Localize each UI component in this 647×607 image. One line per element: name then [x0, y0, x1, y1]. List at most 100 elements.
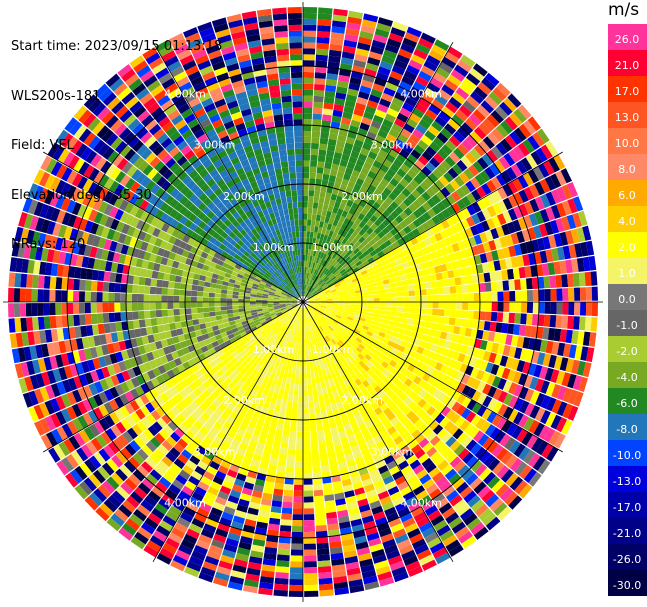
velocity-gate	[303, 7, 318, 14]
velocity-gate	[306, 366, 311, 373]
velocity-gate	[514, 279, 521, 290]
velocity-gate	[324, 96, 335, 104]
velocity-gate	[308, 401, 315, 408]
velocity-gate	[507, 323, 515, 335]
velocity-gate	[370, 179, 380, 188]
velocity-gate	[446, 216, 456, 227]
velocity-gate	[417, 205, 427, 215]
velocity-gate	[303, 431, 311, 438]
velocity-gate	[360, 256, 368, 264]
velocity-gate	[312, 237, 317, 245]
velocity-gate	[507, 208, 518, 221]
velocity-gate	[61, 290, 68, 302]
velocity-gate	[162, 316, 169, 325]
velocity-gate	[318, 394, 324, 401]
velocity-gate	[359, 85, 372, 95]
velocity-gate	[250, 304, 257, 308]
velocity-gate	[450, 69, 466, 82]
velocity-gate	[249, 302, 256, 305]
velocity-gate	[336, 221, 343, 229]
velocity-gate	[197, 307, 204, 314]
velocity-gate	[308, 279, 312, 286]
velocity-gate	[388, 32, 404, 43]
velocity-gate	[420, 32, 436, 44]
velocity-gate	[329, 244, 336, 251]
velocity-gate	[61, 303, 68, 315]
velocity-gate	[323, 102, 334, 110]
velocity-gate	[316, 424, 324, 431]
velocity-gate	[367, 246, 375, 254]
velocity-gate	[482, 136, 495, 149]
velocity-gate	[274, 482, 284, 490]
velocity-gate	[559, 260, 567, 274]
velocity-gate	[317, 155, 326, 163]
velocity-gate	[108, 312, 116, 323]
velocity-gate	[483, 272, 491, 283]
velocity-gate	[488, 240, 497, 251]
velocity-gate	[531, 277, 539, 289]
velocity-gate	[313, 282, 318, 289]
velocity-gate	[396, 153, 407, 164]
velocity-gate	[309, 273, 312, 280]
velocity-gate	[316, 286, 322, 291]
velocity-gate	[466, 204, 477, 216]
velocity-gate	[504, 134, 518, 149]
velocity-gate	[296, 360, 300, 367]
velocity-gate	[435, 323, 443, 331]
velocity-gate	[424, 176, 434, 187]
velocity-gate	[275, 429, 283, 436]
velocity-gate	[426, 54, 441, 67]
velocity-gate	[303, 378, 308, 385]
velocity-gate	[462, 77, 477, 91]
velocity-gate	[322, 267, 328, 274]
velocity-gate	[286, 460, 295, 467]
velocity-gate	[191, 284, 198, 291]
velocity-gate	[321, 227, 327, 235]
velocity-gate	[420, 308, 427, 315]
velocity-gate	[137, 294, 144, 302]
velocity-gate	[440, 127, 453, 140]
velocity-gate	[109, 322, 117, 333]
velocity-gate	[203, 312, 210, 318]
velocity-gate	[169, 322, 176, 331]
velocity-gate	[303, 437, 311, 444]
velocity-gate	[413, 313, 421, 320]
velocity-gate	[479, 170, 491, 183]
velocity-gate	[567, 315, 574, 330]
velocity-gate	[324, 162, 332, 170]
velocity-gate	[318, 280, 324, 286]
velocity-gate	[462, 293, 469, 302]
velocity-gate	[319, 294, 326, 298]
velocity-gate	[313, 294, 320, 298]
velocity-gate	[536, 128, 550, 144]
velocity-gate	[303, 130, 312, 137]
velocity-gate	[386, 38, 402, 49]
velocity-gate	[403, 296, 410, 302]
velocity-gate	[309, 413, 316, 420]
velocity-gate	[464, 227, 474, 238]
velocity-gate	[328, 257, 334, 264]
velocity-gate	[484, 230, 494, 242]
velocity-gate	[331, 291, 338, 295]
velocity-gate	[495, 225, 505, 238]
velocity-gate	[314, 371, 319, 378]
velocity-gate	[303, 254, 306, 261]
velocity-gate	[320, 303, 327, 306]
velocity-gate	[303, 213, 308, 220]
velocity-gate	[425, 146, 437, 157]
velocity-gate	[325, 294, 332, 297]
velocity-gate	[457, 240, 466, 251]
velocity-gate	[285, 407, 292, 414]
velocity-gate	[303, 154, 311, 161]
velocity-gate	[310, 366, 315, 373]
velocity-gate	[580, 241, 589, 257]
velocity-gate	[369, 260, 377, 267]
velocity-gate	[341, 210, 349, 218]
velocity-gate	[358, 153, 368, 162]
velocity-gate	[313, 101, 324, 109]
velocity-gate	[383, 173, 393, 183]
velocity-gate	[294, 478, 303, 485]
velocity-gate	[448, 234, 457, 245]
velocity-gate	[509, 290, 516, 302]
velocity-gate	[513, 108, 527, 123]
